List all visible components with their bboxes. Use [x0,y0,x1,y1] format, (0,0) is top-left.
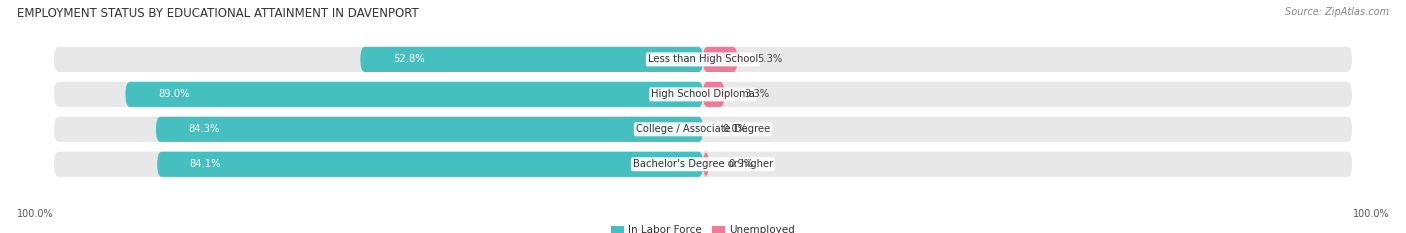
FancyBboxPatch shape [703,152,709,177]
Text: 100.0%: 100.0% [17,209,53,219]
Text: 100.0%: 100.0% [1353,209,1389,219]
FancyBboxPatch shape [53,47,1353,72]
FancyBboxPatch shape [157,152,703,177]
Text: 52.8%: 52.8% [392,55,425,64]
FancyBboxPatch shape [125,82,703,107]
Text: College / Associate Degree: College / Associate Degree [636,124,770,134]
Text: High School Diploma: High School Diploma [651,89,755,99]
Text: 3.3%: 3.3% [744,89,769,99]
FancyBboxPatch shape [360,47,703,72]
Text: 0.9%: 0.9% [728,159,754,169]
Legend: In Labor Force, Unemployed: In Labor Force, Unemployed [607,221,799,233]
Text: 89.0%: 89.0% [157,89,190,99]
Text: 0.0%: 0.0% [723,124,748,134]
FancyBboxPatch shape [156,117,703,142]
FancyBboxPatch shape [53,82,1353,107]
FancyBboxPatch shape [53,117,1353,142]
Text: Source: ZipAtlas.com: Source: ZipAtlas.com [1285,7,1389,17]
Text: 84.3%: 84.3% [188,124,219,134]
Text: 84.1%: 84.1% [190,159,221,169]
Text: Bachelor's Degree or higher: Bachelor's Degree or higher [633,159,773,169]
Text: Less than High School: Less than High School [648,55,758,64]
Text: EMPLOYMENT STATUS BY EDUCATIONAL ATTAINMENT IN DAVENPORT: EMPLOYMENT STATUS BY EDUCATIONAL ATTAINM… [17,7,419,20]
FancyBboxPatch shape [53,152,1353,177]
FancyBboxPatch shape [703,82,724,107]
FancyBboxPatch shape [703,47,737,72]
Text: 5.3%: 5.3% [756,55,782,64]
